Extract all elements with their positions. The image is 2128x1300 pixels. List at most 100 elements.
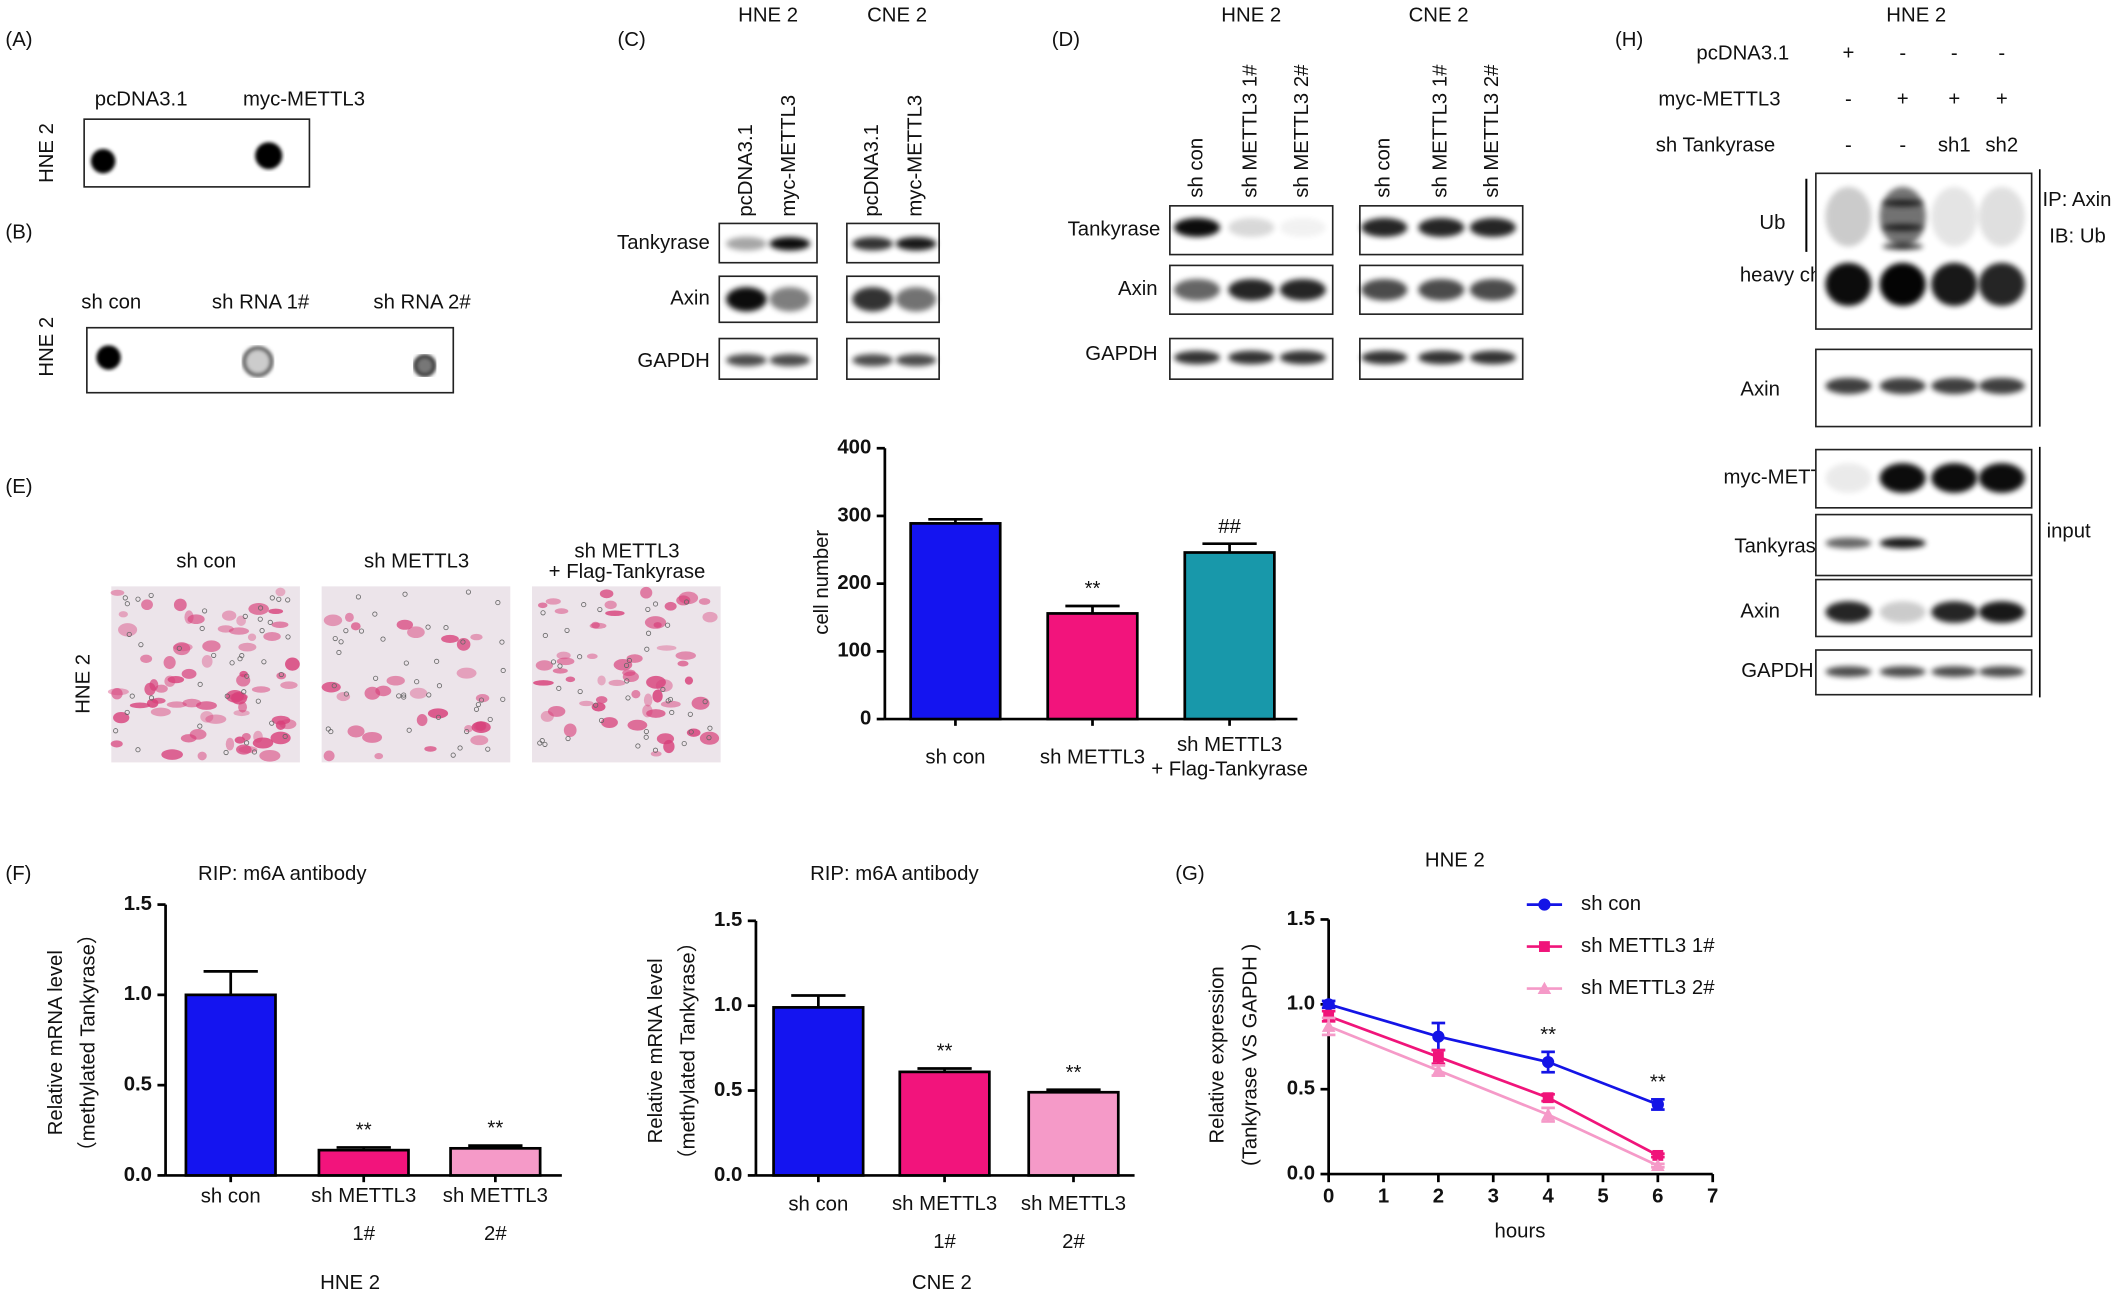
pore (597, 606, 603, 613)
x-tick-label: 0 (1323, 1185, 1334, 1207)
cell (565, 676, 576, 683)
label: CNE 2 (867, 5, 927, 27)
cell (653, 622, 662, 628)
cell (589, 622, 607, 629)
label: HNE 2 (73, 654, 95, 714)
cell (118, 611, 128, 618)
cell (554, 608, 569, 615)
label: GAPDH (1085, 343, 1157, 365)
pore (495, 600, 501, 606)
text-line: + Flag-Tankyrase (1151, 759, 1308, 781)
y-axis-label: cell number (811, 530, 833, 635)
pore (624, 678, 630, 684)
cell (202, 640, 221, 652)
pore (135, 747, 141, 753)
y-axis-label: Relative expression (Tankyrase VS GAPDH ) (1207, 944, 1262, 1166)
point (1541, 1107, 1555, 1121)
pore (539, 738, 545, 744)
cell (200, 711, 214, 723)
pore (643, 734, 649, 740)
y-tick-label: 1.5 (714, 909, 742, 931)
pore (148, 695, 155, 701)
label: sh1 (1938, 135, 1971, 157)
blot-band (1931, 186, 1978, 247)
text-line: Relative mRNA level (45, 950, 67, 1135)
pore (443, 625, 449, 631)
blot-band (1978, 666, 2025, 678)
pore (475, 701, 481, 708)
cell (276, 672, 287, 680)
pore (258, 605, 264, 611)
blot-band (726, 287, 767, 312)
pore (593, 702, 599, 708)
blot-band (1469, 350, 1516, 365)
text-line: sh METTL3 (1021, 1194, 1126, 1216)
x-tick-label: 3 (1488, 1185, 1499, 1207)
x-tick-label: sh METTL3 1# (311, 1185, 416, 1245)
cell (181, 668, 197, 679)
pore (255, 698, 261, 704)
pore (667, 696, 673, 702)
pore (241, 689, 247, 695)
pore (278, 671, 284, 678)
pore (500, 667, 506, 674)
label: pcDNA3.1 (1696, 43, 1789, 65)
series-line (1328, 1025, 1659, 1167)
label: GAPDH (637, 350, 709, 372)
cell (640, 586, 653, 599)
legend-marker (1537, 981, 1552, 994)
pore (652, 747, 659, 753)
pore (122, 595, 128, 601)
panel-label: (B) (5, 221, 32, 243)
pore (660, 686, 666, 693)
x-tick-label: sh con (201, 1185, 261, 1207)
cell (236, 615, 246, 626)
label: myc-METTL3 (778, 95, 800, 217)
blot-band (1173, 218, 1221, 237)
pore (645, 606, 651, 612)
cell (643, 693, 653, 707)
cell (247, 633, 257, 641)
cell (535, 660, 554, 671)
label: sh con (1373, 138, 1395, 198)
pore (687, 711, 693, 717)
label: sh METTL3 1# (1430, 64, 1452, 198)
label: HNE 2 (738, 5, 798, 27)
blot-band (895, 354, 937, 367)
pore (581, 602, 587, 608)
cell (217, 625, 234, 633)
label: input (2047, 521, 2091, 543)
cell (579, 700, 594, 707)
text-line: Relative expression (1207, 966, 1229, 1143)
significance: ** (1066, 1062, 1082, 1084)
text-line: 1# (352, 1223, 375, 1245)
blot-band (1931, 262, 1978, 307)
cell (702, 611, 718, 623)
significance: ## (1218, 516, 1241, 538)
pore (564, 627, 570, 633)
cell (161, 749, 183, 760)
cell (321, 681, 341, 693)
label: sh METTL3 2# (1291, 64, 1313, 198)
cell (233, 709, 250, 717)
cell (595, 696, 608, 704)
y-tick-label: 0 (860, 707, 871, 729)
pore (478, 697, 485, 703)
pore (644, 646, 650, 652)
pore (557, 663, 563, 669)
panel-label: (F) (5, 863, 31, 885)
pore (211, 652, 217, 658)
label: sh con (81, 292, 141, 314)
point (1321, 1019, 1336, 1032)
cell (197, 751, 207, 761)
pore (457, 745, 463, 751)
text-line: + Flag-Tankyrase (549, 561, 706, 583)
cell (167, 675, 185, 684)
label: myc-METTL3 (243, 89, 365, 111)
cell (154, 684, 168, 693)
label: IB: Ub (2049, 225, 2106, 247)
cell (270, 731, 291, 745)
cell (691, 696, 710, 710)
label: + (1842, 43, 1854, 65)
pore (129, 693, 135, 699)
